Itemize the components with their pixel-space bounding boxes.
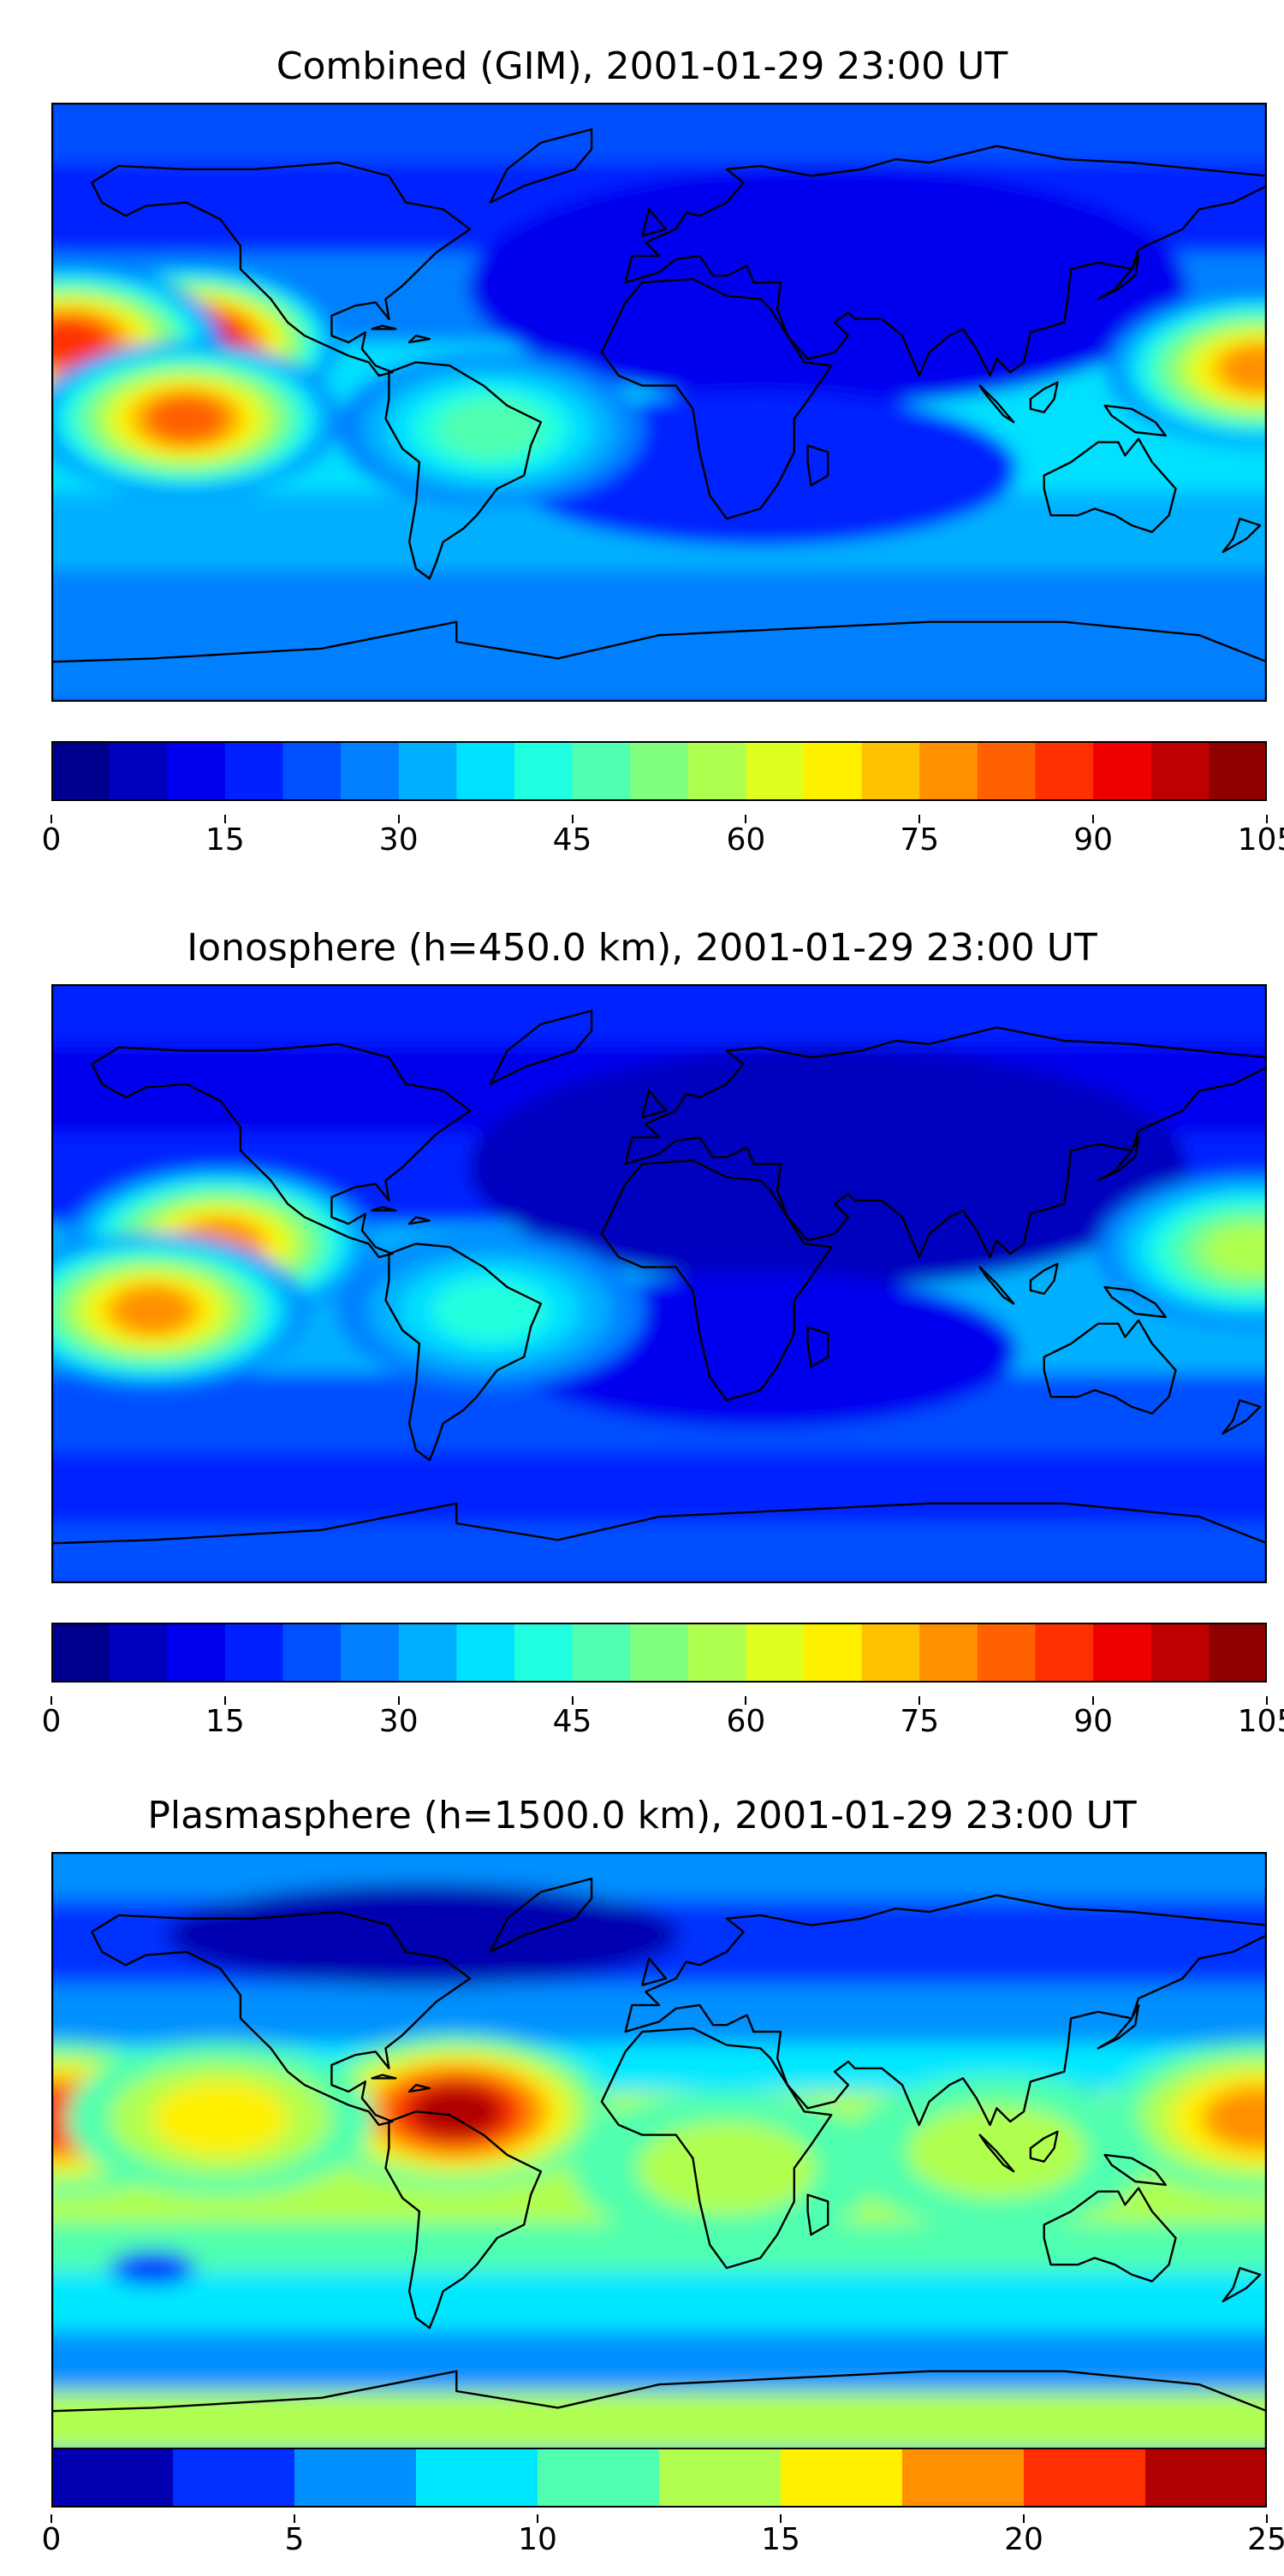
colorbar-plasmasphere [51, 2448, 1267, 2508]
colorbar-tick-mark [223, 815, 226, 823]
colorbar-tick-mark [918, 1696, 921, 1705]
colorbar-tick-mark [1266, 815, 1268, 823]
colorbar-ticks: 0 15 30 45 60 75 90 105 [42, 815, 1284, 876]
colorbar-tick-mark [397, 815, 400, 823]
colorbar-ticks: 0 15 30 45 60 75 90 105 [42, 1696, 1284, 1758]
colorbar-tick-mark [780, 2514, 782, 2523]
tec-map-ionosphere [51, 984, 1267, 1583]
colorbar-tick-label: 90 [1073, 822, 1114, 858]
colorbar-tick-label: 105 [1237, 1704, 1284, 1739]
colorbar-tick-mark [571, 815, 574, 823]
colorbar-tick-label: 30 [378, 1704, 419, 1739]
colorbar-tick-label: 15 [205, 1704, 245, 1739]
colorbar-tick-label: 75 [900, 822, 940, 858]
colorbar-tick-label: 30 [378, 822, 419, 858]
colorbar-tick-label: 105 [1237, 822, 1284, 858]
colorbar-tick-mark [51, 815, 52, 823]
colorbar-tick-label: 45 [552, 822, 592, 858]
colorbar-tick-label: 20 [1004, 2522, 1043, 2557]
tec-map-plasmasphere [51, 1852, 1267, 2451]
colorbar-ticks: 0 5 10 15 20 25 [42, 2514, 1284, 2576]
colorbar-tick-mark [223, 1696, 226, 1705]
colorbar-tick-label: 45 [552, 1704, 592, 1739]
colorbar-tick-mark [397, 1696, 400, 1705]
colorbar-tick-label: 0 [41, 2522, 62, 2557]
map-title: Plasmasphere (h=1500.0 km), 2001-01-29 2… [147, 1794, 1137, 1837]
colorbar-tick-mark [745, 815, 747, 823]
colorbar-combined [51, 741, 1267, 801]
colorbar-tick-mark [1092, 815, 1095, 823]
colorbar-tick-label: 75 [900, 1704, 940, 1739]
colorbar-tick-label: 10 [518, 2522, 557, 2557]
colorbar-tick-mark [571, 1696, 574, 1705]
colorbar-tick-mark [918, 815, 921, 823]
colorbar-tick-mark [1092, 1696, 1095, 1705]
colorbar-tick-label: 0 [41, 1704, 62, 1739]
colorbar-tick-mark [51, 1696, 52, 1705]
colorbar-tick-label: 15 [761, 2522, 800, 2557]
colorbar-tick-label: 60 [726, 822, 766, 858]
colorbar-tick-label: 25 [1247, 2522, 1284, 2557]
map-title: Combined (GIM), 2001-01-29 23:00 UT [276, 45, 1008, 88]
colorbar-tick-label: 0 [41, 822, 62, 858]
colorbar-tick-mark [537, 2514, 538, 2523]
tec-map-combined [51, 103, 1267, 702]
colorbar-tick-mark [1023, 2514, 1025, 2523]
colorbar-tick-mark [294, 2514, 295, 2523]
colorbar-tick-mark [1266, 1696, 1268, 1705]
colorbar-tick-label: 90 [1073, 1704, 1114, 1739]
colorbar-tick-label: 15 [205, 822, 245, 858]
colorbar-tick-mark [745, 1696, 747, 1705]
colorbar-tick-mark [51, 2514, 52, 2523]
map-title: Ionosphere (h=450.0 km), 2001-01-29 23:0… [187, 926, 1097, 970]
colorbar-tick-label: 5 [284, 2522, 305, 2557]
colorbar-ionosphere [51, 1623, 1267, 1683]
colorbar-tick-label: 60 [726, 1704, 766, 1739]
colorbar-tick-mark [1266, 2514, 1268, 2523]
